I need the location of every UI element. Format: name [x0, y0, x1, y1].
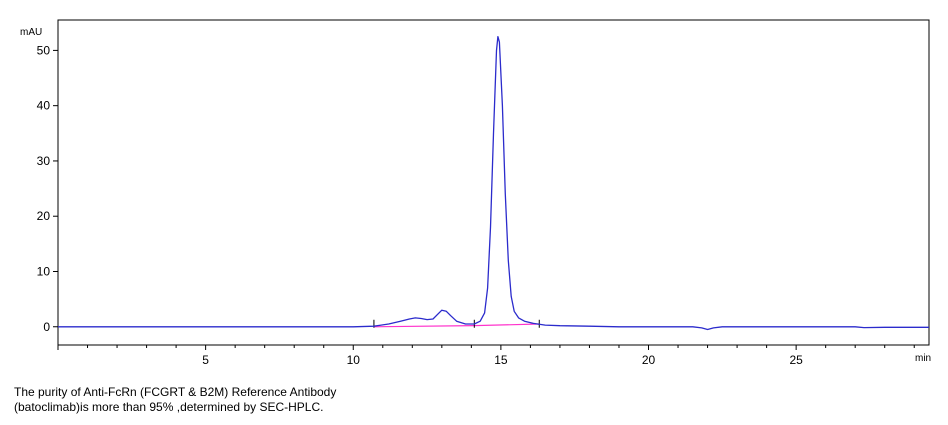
y-tick-label: 10 [37, 264, 51, 278]
caption-line-2: (batoclimab)is more than 95% ,determined… [14, 400, 324, 414]
x-tick-label: 25 [789, 353, 803, 367]
x-tick-label: 5 [202, 353, 209, 367]
y-tick-label: 30 [37, 154, 51, 168]
y-axis-unit-label: mAU [20, 27, 42, 38]
y-tick-label: 40 [37, 99, 51, 113]
y-tick-label: 50 [37, 43, 51, 57]
x-tick-label: 15 [494, 353, 508, 367]
figure-caption: The purity of Anti-FcRn (FCGRT & B2M) Re… [14, 385, 614, 415]
caption-line-1: The purity of Anti-FcRn (FCGRT & B2M) Re… [14, 385, 337, 399]
y-tick-label: 20 [37, 209, 51, 223]
chromatogram-trace [58, 35, 929, 331]
x-tick-label: 10 [347, 353, 361, 367]
plot-frame [57, 19, 930, 346]
x-axis: 5 10 15 20 25 [57, 345, 915, 367]
y-axis: 0 10 20 30 40 50 [37, 43, 58, 334]
x-axis-unit-label: min [915, 353, 931, 364]
x-tick-label: 20 [642, 353, 656, 367]
chromatogram-chart: 0 10 20 30 40 50 5 10 15 20 25 mAU min [20, 19, 931, 367]
y-tick-label: 0 [43, 320, 50, 334]
